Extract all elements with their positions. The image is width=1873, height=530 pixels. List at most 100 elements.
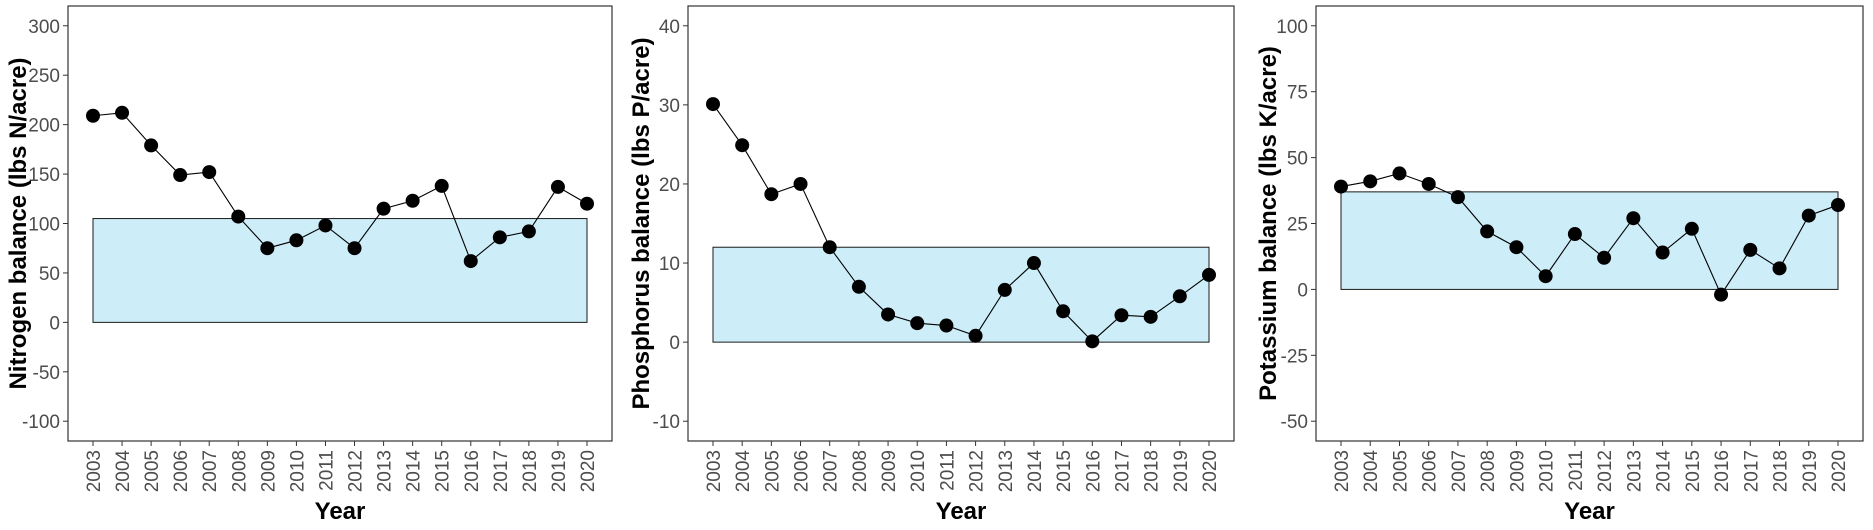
potassium-x-tick-label: 2006 [1420,450,1441,492]
phosphorus-panel: -10 0 10 20 30 40 2003 2004 2005 2006 2007 2008 2009… [628,5,1235,525]
phosphorus-data-point [910,316,925,331]
nitrogen-data-point [260,241,275,256]
phosphorus-x-tick-label: 2004 [733,450,754,493]
phosphorus-data-point [1202,267,1216,282]
potassium-x-tick-label: 2012 [1595,450,1616,492]
phosphorus-x-tick-label: 2003 [704,450,725,492]
potassium-data-point [1334,179,1348,194]
potassium-x-tick-label: 2020 [1829,450,1850,492]
nitrogen-y-tick-label: -50 [33,363,60,384]
potassium-x-tick-label: 2019 [1800,450,1821,492]
phosphorus-y-tick-label: 20 [659,175,680,196]
potassium-y-tick-label: 0 [1297,280,1308,301]
nitrogen-x-tick-label: 2018 [520,450,541,492]
potassium-data-point [1509,240,1524,255]
nitrogen-data-point [86,108,100,123]
nitrogen-data-point [231,209,246,224]
nitrogen-x-tick-label: 2012 [346,450,367,492]
phosphorus-y-tick-label: 0 [669,333,680,354]
nitrogen-x-tick-label: 2004 [113,450,134,493]
phosphorus-x-tick-label: 2011 [937,450,958,491]
phosphorus-data-point [968,328,983,343]
nitrogen-x-axis-title: Year [315,498,366,525]
nitrogen-y-axis-title: Nitrogen balance (lbs N/acre) [5,57,32,389]
potassium-data-point [1831,198,1845,213]
phosphorus-data-point [706,97,720,112]
phosphorus-plot-frame [687,5,1235,442]
nitrogen-data-point [289,233,304,248]
potassium-y-tick-label: 50 [1287,149,1308,170]
phosphorus-x-tick-label: 2010 [908,450,929,492]
nitrogen-x-tick-label: 2020 [578,450,599,492]
potassium-y-tick-label: -25 [1281,346,1308,367]
potassium-target-range [1340,191,1839,290]
nitrogen-data-point [202,165,217,180]
potassium-y-tick-label: 75 [1287,83,1308,104]
potassium-x-tick-label: 2004 [1361,450,1382,493]
phosphorus-x-tick-label: 2014 [1025,450,1046,493]
nitrogen-y-tick-label: 50 [39,264,60,285]
phosphorus-x-tick-label: 2016 [1083,450,1104,492]
nitrogen-x-tick-label: 2014 [404,450,425,493]
potassium-data-point [1567,227,1582,242]
nitrogen-data-point [173,168,188,183]
nitrogen-data-point [115,105,130,120]
potassium-data-point [1801,208,1816,223]
potassium-data-point [1655,245,1670,260]
nitrogen-x-tick-label: 2017 [491,450,512,492]
phosphorus-x-tick-label: 2012 [967,450,988,492]
nitrogen-data-point [492,230,507,245]
potassium-x-tick-label: 2005 [1390,450,1411,492]
potassium-data-point [1363,174,1378,189]
phosphorus-x-tick-label: 2017 [1112,450,1133,492]
phosphorus-x-tick-label: 2005 [762,450,783,492]
potassium-data-point [1421,176,1436,191]
phosphorus-data-point [735,138,750,153]
phosphorus-x-tick-label: 2018 [1142,450,1163,492]
potassium-panel: -50 -25 0 25 50 75 100 2003 2004 2005 2006 2007 2008… [1255,5,1864,525]
nitrogen-x-tick-label: 2011 [316,450,337,491]
potassium-data-point [1743,242,1758,257]
potassium-x-tick-label: 2003 [1332,450,1353,492]
phosphorus-x-tick-label: 2015 [1054,450,1075,492]
nitrogen-y-tick-label: 250 [28,66,60,87]
phosphorus-x-tick-label: 2006 [792,450,813,492]
phosphorus-x-tick-label: 2007 [821,450,842,492]
nitrogen-data-point [580,196,594,211]
phosphorus-data-point [822,240,837,255]
nitrogen-y-tick-label: 150 [28,165,60,186]
potassium-x-tick-label: 2010 [1537,450,1558,492]
nitrogen-y-tick-label: -100 [22,412,60,433]
phosphorus-x-axis-title: Year [936,498,987,525]
nitrogen-x-tick-label: 2007 [200,450,221,492]
phosphorus-x-tick-label: 2020 [1200,450,1221,492]
phosphorus-data-point [1026,256,1041,271]
phosphorus-data-point [997,282,1012,297]
nitrogen-x-tick-label: 2008 [229,450,250,492]
potassium-x-tick-label: 2017 [1741,450,1762,492]
phosphorus-data-point [793,176,808,191]
phosphorus-data-point [1114,308,1129,323]
nitrogen-data-point [318,218,333,233]
nitrogen-y-tick-label: 200 [28,116,60,137]
nitrogen-data-point [347,241,362,256]
potassium-y-tick-label: 100 [1276,17,1308,38]
nitrogen-y-tick-label: 300 [28,17,60,38]
nitrogen-data-point [434,178,449,193]
nitrogen-x-tick-label: 2006 [171,450,192,492]
potassium-data-point [1597,250,1612,265]
potassium-data-point [1772,261,1787,276]
phosphorus-data-point [881,307,896,322]
potassium-x-tick-label: 2014 [1654,450,1675,493]
phosphorus-data-point [939,318,954,333]
nitrogen-data-point [144,138,159,153]
potassium-x-axis-title: Year [1564,498,1615,525]
potassium-x-tick-label: 2009 [1507,450,1528,492]
nitrogen-y-tick-label: 0 [49,313,60,334]
nitrogen-x-tick-label: 2005 [142,450,163,492]
potassium-y-tick-label: 25 [1287,215,1308,236]
potassium-x-tick-label: 2016 [1712,450,1733,492]
phosphorus-y-axis-title: Phosphorus balance (lbs P/acre) [628,37,655,409]
